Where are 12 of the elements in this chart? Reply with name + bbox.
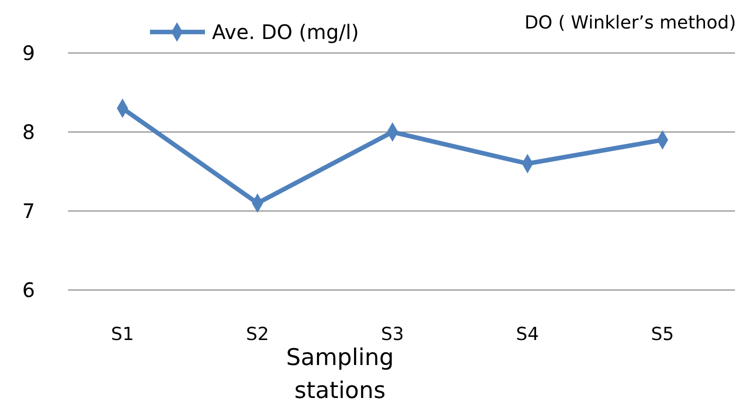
x-axis-title: Sampling stations bbox=[286, 345, 394, 404]
x-tick-label: S1 bbox=[111, 324, 134, 345]
chart-title: DO ( Winkler’s method) bbox=[524, 12, 736, 34]
y-tick-label: 9 bbox=[22, 41, 35, 65]
y-tick-label: 6 bbox=[22, 278, 35, 302]
x-tick-label: S4 bbox=[516, 324, 539, 345]
x-tick-label: S2 bbox=[246, 324, 269, 345]
legend-label: Ave. DO (mg/l) bbox=[212, 20, 359, 44]
y-tick-label: 7 bbox=[22, 199, 35, 223]
y-tick-label: 8 bbox=[22, 120, 35, 144]
x-tick-label: S3 bbox=[381, 324, 404, 345]
x-tick-label: S5 bbox=[651, 324, 674, 345]
